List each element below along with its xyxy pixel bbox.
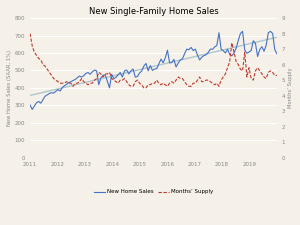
New Home Sales	[241, 30, 244, 33]
Title: New Single-Family Home Sales: New Single-Family Home Sales	[88, 7, 218, 16]
New Home Sales	[181, 57, 184, 60]
New Home Sales	[196, 54, 199, 56]
Months’ Supply	[196, 79, 199, 81]
Line: New Home Sales: New Home Sales	[30, 31, 277, 110]
Months’ Supply	[275, 74, 279, 77]
Legend: New Home Sales, Months’ Supply: New Home Sales, Months’ Supply	[91, 187, 216, 197]
New Home Sales	[236, 39, 240, 42]
Line: Months’ Supply: Months’ Supply	[30, 34, 277, 88]
Months’ Supply	[142, 86, 146, 89]
New Home Sales	[275, 52, 279, 55]
New Home Sales	[30, 108, 34, 111]
Months’ Supply	[28, 32, 32, 35]
New Home Sales	[28, 104, 32, 106]
New Home Sales	[114, 76, 118, 79]
Months’ Supply	[181, 77, 184, 80]
Y-axis label: New Home Sales (SAAR, 1%): New Home Sales (SAAR, 1%)	[7, 50, 12, 126]
Months’ Supply	[112, 79, 116, 81]
Y-axis label: Months’ Supply: Months’ Supply	[288, 68, 293, 108]
Months’ Supply	[230, 42, 234, 44]
Months’ Supply	[236, 63, 240, 66]
Months’ Supply	[258, 70, 262, 72]
New Home Sales	[260, 45, 264, 48]
New Home Sales	[230, 54, 234, 57]
